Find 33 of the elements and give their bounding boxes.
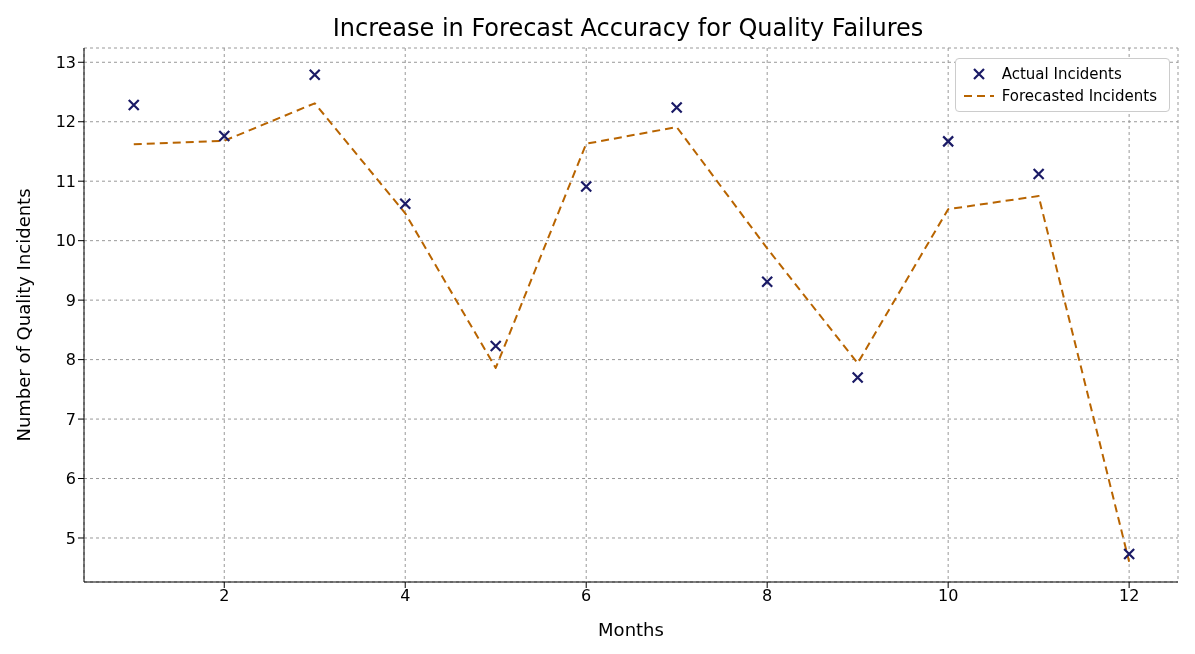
point xyxy=(1123,547,1136,561)
x-tick-label: 2 xyxy=(219,586,230,606)
x-axis-title: Months xyxy=(598,619,664,640)
point xyxy=(942,135,955,148)
y-tick-label: 7 xyxy=(65,409,76,429)
x-tick-label: 4 xyxy=(400,586,411,606)
y-tick-label: 6 xyxy=(65,469,76,489)
y-tick-label: 10 xyxy=(55,231,76,251)
line-series xyxy=(132,102,1131,563)
y-tick-label: 8 xyxy=(65,350,76,370)
chart-title: Increase in Forecast Accuracy for Quality Failures xyxy=(331,14,925,42)
point xyxy=(580,180,593,193)
point xyxy=(308,68,321,81)
legend-label: Actual Incidents xyxy=(1001,64,1122,85)
y-tick-label: 12 xyxy=(55,112,76,132)
y-tick-label: 11 xyxy=(55,171,76,191)
x-tick-label: 6 xyxy=(581,586,592,606)
y-tick-label: 13 xyxy=(55,52,76,72)
y-axis-title: Number of Quality Incidents xyxy=(13,188,35,442)
y-tick-label: 5 xyxy=(65,528,76,548)
point xyxy=(399,197,412,210)
x-tick-label: 8 xyxy=(762,586,773,606)
x-tick-label: 10 xyxy=(937,586,959,606)
point xyxy=(489,339,502,353)
point xyxy=(1032,167,1045,181)
point xyxy=(127,98,140,112)
point xyxy=(218,129,231,143)
y-tick-label: 9 xyxy=(65,290,76,310)
legend-label: Forecasted Incidents xyxy=(1001,86,1157,107)
x-tick-label: 12 xyxy=(1118,586,1140,606)
point xyxy=(851,371,864,384)
point xyxy=(670,101,683,114)
point xyxy=(761,275,774,288)
